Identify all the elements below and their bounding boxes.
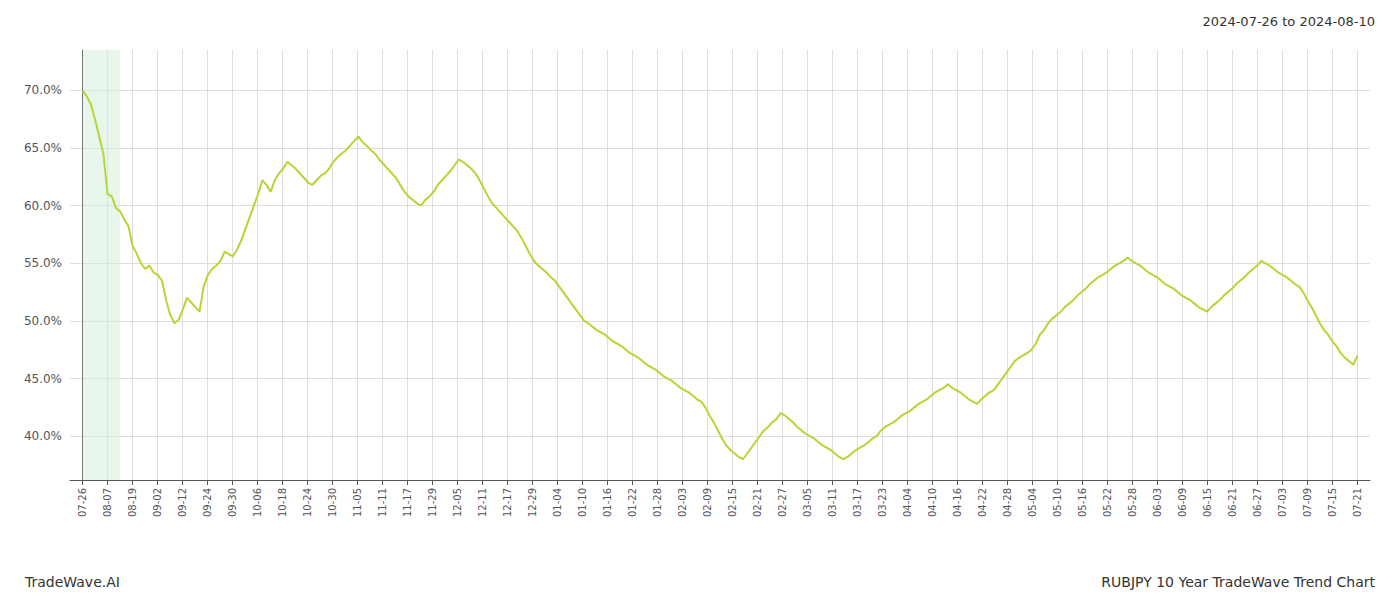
svg-text:10-18: 10-18 <box>277 488 288 517</box>
svg-text:03-17: 03-17 <box>852 488 863 517</box>
svg-text:11-17: 11-17 <box>402 488 413 517</box>
svg-text:11-11: 11-11 <box>377 488 388 517</box>
svg-text:02-15: 02-15 <box>727 488 738 517</box>
svg-text:04-28: 04-28 <box>1002 488 1013 517</box>
svg-text:12-17: 12-17 <box>502 488 513 517</box>
svg-text:04-16: 04-16 <box>952 488 963 517</box>
svg-text:04-22: 04-22 <box>977 488 988 517</box>
svg-text:05-04: 05-04 <box>1027 488 1038 517</box>
svg-text:02-21: 02-21 <box>752 488 763 517</box>
svg-text:50.0%: 50.0% <box>24 314 62 328</box>
svg-text:09-24: 09-24 <box>202 488 213 517</box>
svg-text:45.0%: 45.0% <box>24 372 62 386</box>
svg-text:11-29: 11-29 <box>427 488 438 517</box>
svg-text:03-11: 03-11 <box>827 488 838 517</box>
svg-text:12-11: 12-11 <box>477 488 488 517</box>
svg-text:02-09: 02-09 <box>702 488 713 517</box>
svg-text:09-02: 09-02 <box>152 488 163 517</box>
svg-text:07-26: 07-26 <box>77 488 88 517</box>
svg-text:05-16: 05-16 <box>1077 488 1088 517</box>
svg-text:11-05: 11-05 <box>352 488 363 517</box>
svg-text:08-19: 08-19 <box>127 488 138 517</box>
svg-text:06-21: 06-21 <box>1227 488 1238 517</box>
svg-text:40.0%: 40.0% <box>24 429 62 443</box>
svg-text:06-09: 06-09 <box>1177 488 1188 517</box>
svg-text:TradeWave.AI: TradeWave.AI <box>24 574 120 590</box>
svg-text:10-24: 10-24 <box>302 488 313 517</box>
svg-text:12-29: 12-29 <box>527 488 538 517</box>
svg-text:05-22: 05-22 <box>1102 488 1113 517</box>
svg-text:07-21: 07-21 <box>1352 488 1363 517</box>
svg-text:55.0%: 55.0% <box>24 256 62 270</box>
svg-text:05-10: 05-10 <box>1052 488 1063 517</box>
svg-text:06-27: 06-27 <box>1252 488 1263 517</box>
svg-text:01-22: 01-22 <box>627 488 638 517</box>
svg-text:09-12: 09-12 <box>177 488 188 517</box>
svg-text:04-04: 04-04 <box>902 488 913 517</box>
svg-text:03-05: 03-05 <box>802 488 813 517</box>
svg-text:01-04: 01-04 <box>552 488 563 517</box>
svg-text:12-05: 12-05 <box>452 488 463 517</box>
svg-text:07-03: 07-03 <box>1277 488 1288 517</box>
svg-text:60.0%: 60.0% <box>24 199 62 213</box>
svg-text:2024-07-26 to 2024-08-10: 2024-07-26 to 2024-08-10 <box>1203 14 1375 29</box>
svg-text:03-23: 03-23 <box>877 488 888 517</box>
svg-text:08-07: 08-07 <box>102 488 113 517</box>
svg-text:09-30: 09-30 <box>227 488 238 517</box>
svg-text:02-03: 02-03 <box>677 488 688 517</box>
svg-text:06-03: 06-03 <box>1152 488 1163 517</box>
svg-text:06-15: 06-15 <box>1202 488 1213 517</box>
svg-text:05-28: 05-28 <box>1127 488 1138 517</box>
svg-text:65.0%: 65.0% <box>24 141 62 155</box>
svg-text:07-15: 07-15 <box>1327 488 1338 517</box>
svg-text:RUBJPY 10 Year TradeWave Trend: RUBJPY 10 Year TradeWave Trend Chart <box>1101 574 1375 590</box>
svg-text:02-27: 02-27 <box>777 488 788 517</box>
svg-text:04-10: 04-10 <box>927 488 938 517</box>
svg-text:10-06: 10-06 <box>252 488 263 517</box>
svg-text:01-28: 01-28 <box>652 488 663 517</box>
svg-text:07-09: 07-09 <box>1302 488 1313 517</box>
svg-text:01-10: 01-10 <box>577 488 588 517</box>
svg-text:70.0%: 70.0% <box>24 83 62 97</box>
svg-text:01-16: 01-16 <box>602 488 613 517</box>
svg-text:10-30: 10-30 <box>327 488 338 517</box>
